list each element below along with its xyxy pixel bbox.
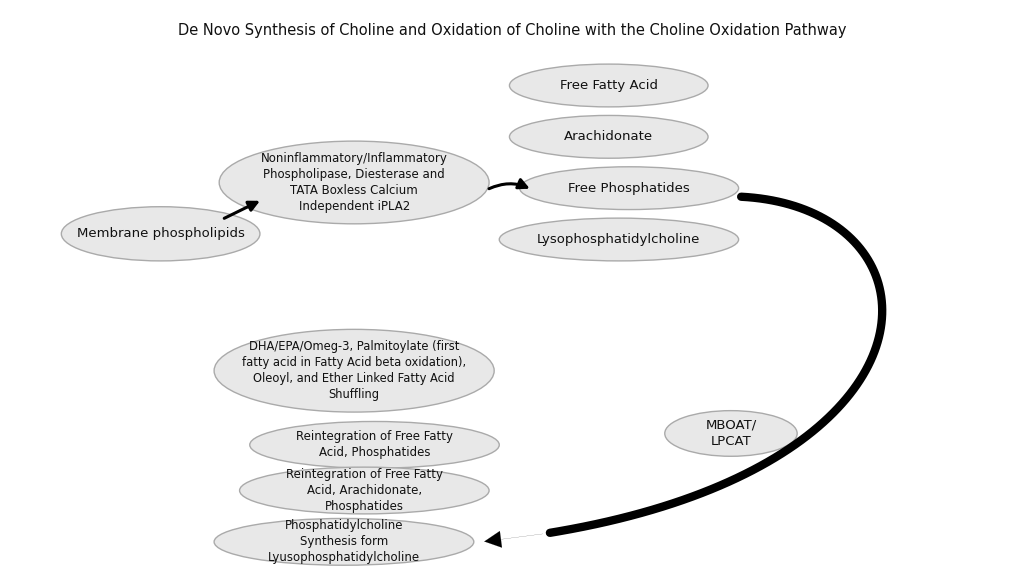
Text: Arachidonate: Arachidonate [564,130,653,143]
Ellipse shape [214,518,474,565]
Text: Phosphatidylcholine
Synthesis form
Lyusophosphatidylcholine: Phosphatidylcholine Synthesis form Lyuso… [268,520,420,564]
Text: Reintegration of Free Fatty
Acid, Phosphatides: Reintegration of Free Fatty Acid, Phosph… [296,430,453,460]
Text: Noninflammatory/Inflammatory
Phospholipase, Diesterase and
TATA Boxless Calcium
: Noninflammatory/Inflammatory Phospholipa… [261,152,447,213]
Ellipse shape [214,329,495,412]
Ellipse shape [240,467,489,514]
Ellipse shape [510,115,708,158]
Text: De Novo Synthesis of Choline and Oxidation of Choline with the Choline Oxidation: De Novo Synthesis of Choline and Oxidati… [178,22,846,38]
Ellipse shape [519,167,738,210]
Ellipse shape [219,141,489,224]
Text: MBOAT/
LPCAT: MBOAT/ LPCAT [706,419,757,448]
Text: Lysophosphatidylcholine: Lysophosphatidylcholine [538,233,700,246]
Ellipse shape [61,207,260,261]
Ellipse shape [665,411,797,456]
Text: Free Fatty Acid: Free Fatty Acid [560,79,657,92]
Text: Membrane phospholipids: Membrane phospholipids [77,228,245,240]
Text: Free Phosphatides: Free Phosphatides [568,181,690,195]
Ellipse shape [500,218,738,261]
Text: DHA/EPA/Omeg-3, Palmitoylate (first
fatty acid in Fatty Acid beta oxidation),
Ol: DHA/EPA/Omeg-3, Palmitoylate (first fatt… [242,340,466,401]
Text: Reintegration of Free Fatty
Acid, Arachidonate,
Phosphatides: Reintegration of Free Fatty Acid, Arachi… [286,468,442,513]
Ellipse shape [250,422,500,468]
Ellipse shape [510,64,708,107]
